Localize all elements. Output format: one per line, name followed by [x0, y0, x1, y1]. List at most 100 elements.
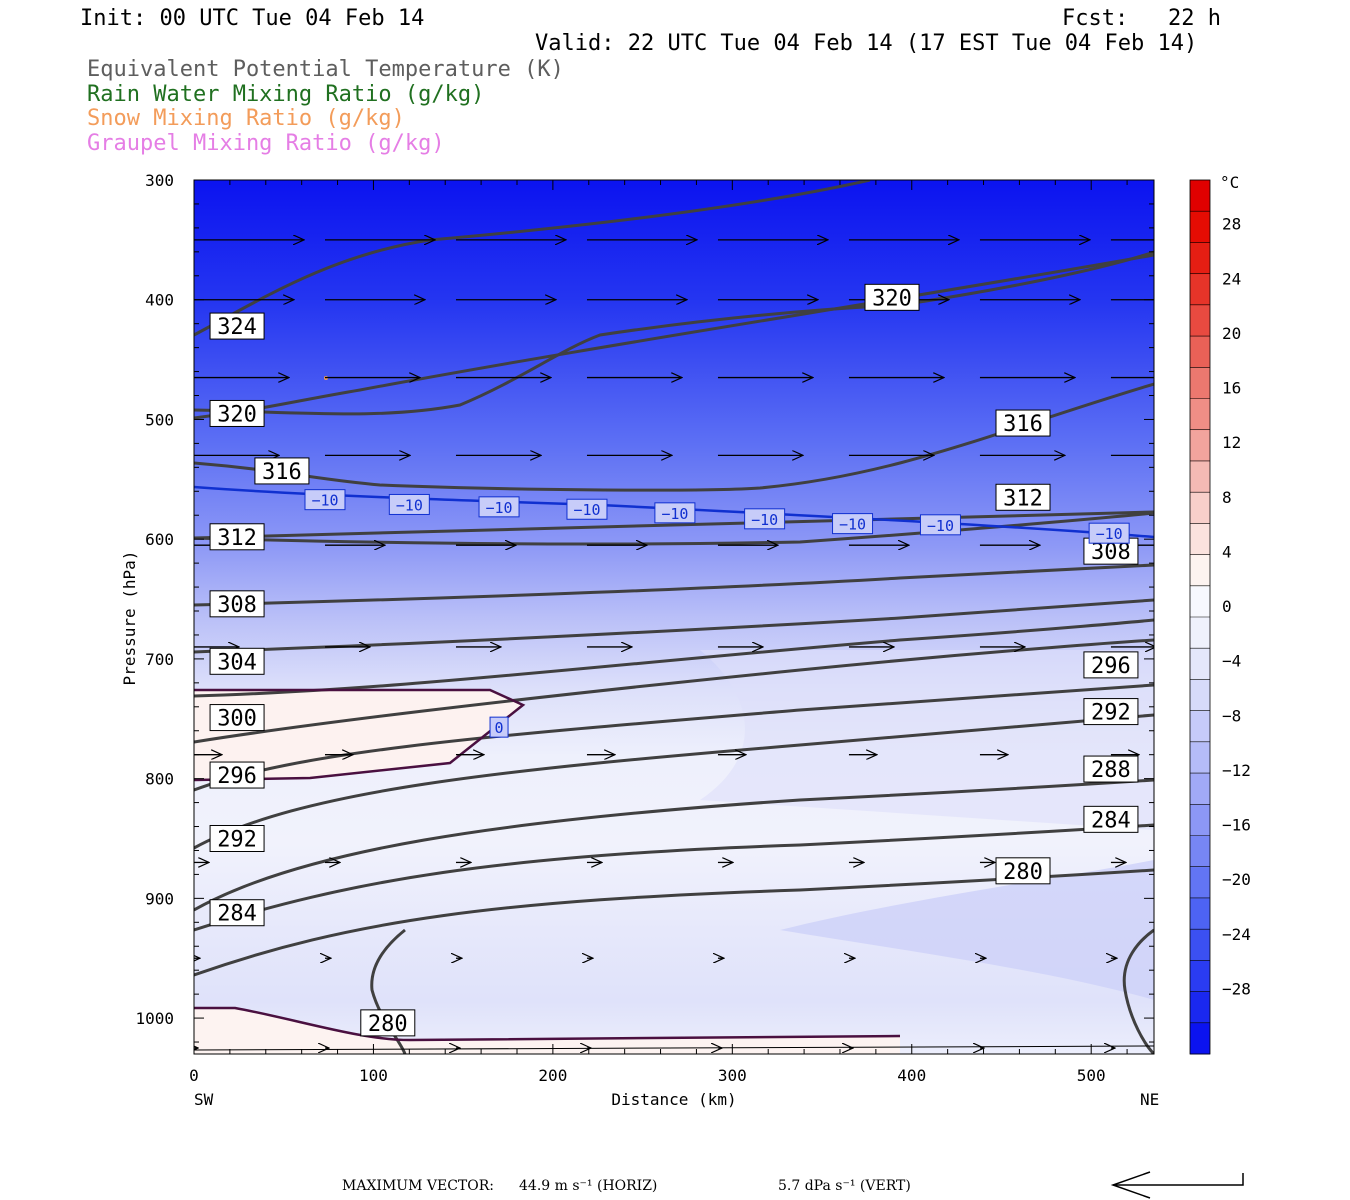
theta-e-label: 324 [217, 315, 257, 340]
theta-e-label-box [1083, 805, 1139, 833]
theta-e-label: 312 [217, 526, 257, 551]
plot-frame [193, 179, 1155, 1055]
colorbar-tick-label: 4 [1222, 542, 1232, 561]
theta-e-contour [194, 382, 1154, 492]
ne-label: NE [1140, 1090, 1159, 1109]
legend-snow: Snow Mixing Ratio (g/kg) [87, 106, 405, 131]
theta-e-label-box [209, 590, 265, 618]
isotherm-label: −10 [311, 492, 338, 510]
colorbar-segment [1190, 773, 1210, 805]
cool-region [700, 650, 1154, 830]
colorbar-segment [1190, 991, 1210, 1024]
isotherm-label-box [304, 489, 346, 511]
colorbar-segment [1190, 429, 1210, 462]
isotherm-label-box [1088, 522, 1130, 544]
isotherm-label-box [744, 508, 786, 530]
theta-e-contour [194, 778, 1154, 912]
theta-e-label-box [209, 399, 265, 427]
isotherm-label: −10 [396, 496, 423, 514]
theta-e-label: 304 [217, 650, 257, 675]
colorbar-tick-label: −20 [1222, 870, 1251, 889]
theta-e-label-box [995, 857, 1051, 885]
theta-e-contour [194, 511, 1154, 546]
colorbar-segment [1190, 866, 1210, 899]
theta-e-contour [194, 180, 871, 337]
isotherm-label: −10 [1096, 525, 1123, 543]
theta-e-label: 280 [1003, 860, 1043, 885]
theta-e-label-box [209, 899, 265, 927]
colorbar-tick-label: −12 [1222, 761, 1251, 780]
colorbar-segment [1190, 585, 1210, 618]
theta-e-label: 308 [1091, 540, 1131, 565]
theta-e-label: 316 [1003, 412, 1043, 437]
x-axis-title: Distance (km) [611, 1090, 736, 1109]
isotherm-label-box [489, 716, 509, 738]
isotherm-label: 0 [495, 719, 504, 737]
theta-e-contour [194, 563, 1154, 607]
theta-e-label: 300 [217, 707, 257, 732]
isotherm-label-box [654, 502, 696, 524]
theta-e-label: 288 [1091, 758, 1131, 783]
warm-surface-layer [194, 1008, 900, 1054]
colorbar-segment [1190, 804, 1210, 836]
isotherm-label: −10 [661, 505, 688, 523]
theta-e-label-box [209, 704, 265, 732]
x-tick-label: 200 [538, 1066, 567, 1085]
colorbar-segment [1190, 460, 1210, 493]
y-tick-label: 600 [145, 530, 174, 549]
colorbar-segment [1190, 897, 1210, 930]
x-tick-label: 300 [718, 1066, 747, 1085]
colorbar-segment [1190, 398, 1210, 431]
y-tick-label: 400 [145, 291, 174, 310]
colorbar-tick-label: −28 [1222, 979, 1251, 998]
theta-e-contour [194, 250, 1154, 416]
theta-e-contour [194, 683, 1154, 792]
legend-rain: Rain Water Mixing Ratio (g/kg) [87, 82, 485, 107]
theta-e-label: 320 [217, 402, 257, 427]
y-tick-label: 500 [145, 410, 174, 429]
y-tick-label: 700 [145, 650, 174, 669]
colorbar-segment [1190, 336, 1210, 368]
theta-e-label: 308 [217, 593, 257, 618]
isotherm-label-box [388, 493, 430, 515]
colorbar-segment [1190, 929, 1210, 961]
cold-pocket [780, 860, 1154, 1000]
colorbar-segment [1190, 648, 1210, 680]
theta-e-label-box [1083, 698, 1139, 726]
theta-e-contour [194, 510, 1154, 540]
theta-e-label: 312 [1003, 486, 1043, 511]
theta-e-label: 296 [1091, 654, 1131, 679]
theta-e-label-box [209, 647, 265, 675]
isotherm-label: −10 [927, 517, 954, 535]
reference-vector-arrow [1110, 1171, 1244, 1199]
legend-theta-e: Equivalent Potential Temperature (K) [87, 57, 564, 82]
colorbar-unit: °C [1220, 173, 1239, 192]
colorbar-tick-label: −4 [1222, 652, 1241, 671]
colorbar-tick-label: 0 [1222, 597, 1232, 616]
init-time: Init: 00 UTC Tue 04 Feb 14 [80, 6, 425, 31]
theta-e-label-box [209, 824, 265, 852]
forecast-hour: Fcst: 22 h [1062, 6, 1221, 31]
colorbar-segment [1190, 741, 1210, 774]
theta-e-label-box [1083, 755, 1139, 783]
sw-label: SW [194, 1090, 214, 1109]
colorbar-tick-label: 12 [1222, 433, 1241, 452]
y-tick-label: 900 [145, 889, 174, 908]
colorbar-tick-label: 8 [1222, 488, 1232, 507]
colorbar-segment [1190, 554, 1210, 587]
isotherm-label-box [478, 496, 520, 518]
theta-e-label-box [360, 1009, 416, 1037]
isotherm-label-box [832, 513, 874, 535]
isotherm-label: −10 [573, 501, 600, 519]
isotherm-label: −10 [751, 511, 778, 529]
theta-e-label-box [254, 457, 310, 485]
colorbar-segment [1190, 523, 1210, 556]
colorbar-segment [1190, 835, 1210, 868]
theta-e-label: 292 [217, 827, 257, 852]
colorbar-tick-label: 28 [1222, 215, 1241, 234]
theta-e-contour [1122, 928, 1154, 1054]
colorbar-segment [1190, 367, 1210, 399]
colorbar-segment [1190, 242, 1210, 275]
theta-e-contour [194, 253, 1154, 420]
